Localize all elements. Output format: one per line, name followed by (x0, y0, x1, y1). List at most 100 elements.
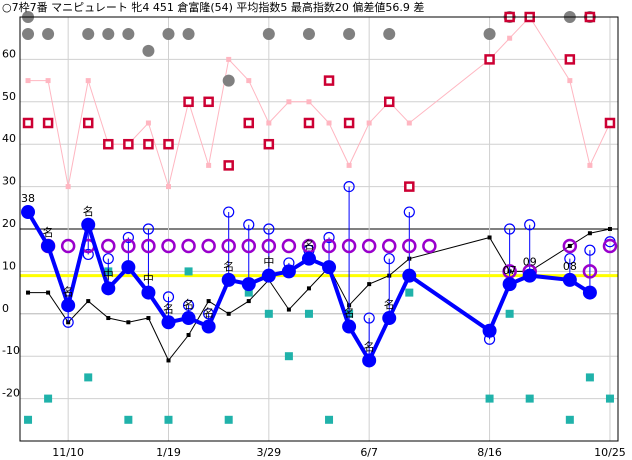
open-blue-point (142, 223, 155, 235)
pink-point (326, 120, 332, 126)
main-point-label: 名 (63, 284, 74, 298)
teal-point (184, 267, 193, 276)
gray-point (142, 44, 155, 57)
black-point (46, 290, 51, 295)
open-blue-point (383, 253, 395, 265)
open-blue-point (584, 244, 596, 256)
main-point (322, 260, 337, 275)
pink-point (165, 184, 171, 190)
pink-point (45, 78, 51, 84)
pink-point (507, 35, 513, 41)
main-point (81, 217, 96, 232)
gray-point (343, 27, 356, 40)
crimson-point (163, 138, 174, 150)
x-tick-label: 3/29 (256, 446, 281, 459)
y-tick-label: 0 (2, 302, 9, 315)
crimson-point (564, 54, 576, 65)
main-point (502, 277, 517, 292)
main-point (261, 268, 276, 283)
purple-point (101, 238, 116, 254)
main-point (482, 323, 497, 338)
crimson-point (103, 138, 114, 150)
main-point-label: 名 (43, 225, 54, 239)
teal-point (44, 394, 53, 403)
purple-point (341, 238, 357, 254)
pink-point (25, 78, 31, 84)
open-blue-point (323, 231, 335, 244)
pink-point (567, 78, 573, 84)
black-point (367, 282, 372, 287)
gray-point (122, 27, 135, 40)
crimson-point (383, 96, 395, 108)
main-point-label: 38 (21, 192, 35, 205)
black-point (587, 231, 592, 236)
teal-point (124, 415, 133, 424)
teal-point (304, 309, 313, 318)
pink-point (85, 78, 91, 84)
pink-point (306, 99, 312, 105)
main-point-label: 中 (103, 268, 114, 281)
pink-point (246, 78, 252, 84)
purple-point (321, 238, 337, 254)
gray-point (162, 27, 175, 40)
main-point (382, 311, 397, 326)
axes: -20 -10 0 10 20 30 40 50 60 11/10 1/19 3/29 6/7 8/16 1… (2, 16, 626, 459)
gray-point (222, 74, 235, 87)
open-blue-point (182, 299, 195, 311)
teal-point (244, 288, 253, 297)
main-point-label: 中 (143, 273, 154, 286)
main-point (221, 272, 236, 287)
main-point (522, 268, 537, 283)
open-blue-point (223, 206, 235, 218)
purple-point (141, 238, 156, 254)
y-tick-label: 50 (2, 90, 16, 103)
main-point-label: 名 (223, 259, 234, 273)
main-point-label: 名 (384, 297, 395, 311)
main-point-label: 中 (263, 256, 274, 269)
main-point (582, 285, 597, 300)
open-blue-point (102, 253, 114, 265)
main-point-label: 07 (503, 264, 517, 277)
open-blue-point (243, 219, 255, 231)
x-tick-label: 6/7 (360, 446, 378, 459)
teal-point (325, 415, 334, 424)
black-point (286, 307, 291, 312)
main-point (562, 272, 577, 287)
crimson-point (243, 117, 255, 129)
main-point (61, 298, 76, 313)
open-blue-point (82, 248, 94, 261)
purple-point (361, 238, 377, 254)
teal-point (24, 415, 33, 424)
main-point (402, 268, 417, 283)
black-point (146, 316, 151, 321)
purple-point (181, 238, 196, 254)
gray-point (22, 27, 35, 40)
crimson-point (484, 54, 495, 65)
purple-point (201, 238, 216, 254)
main-point-label: 08 (563, 260, 577, 273)
black-point (246, 299, 251, 304)
purple-point (221, 238, 236, 254)
main-point-label: 09 (523, 256, 537, 269)
open-blue-point (524, 219, 536, 231)
pink-point (286, 99, 292, 105)
purple-point (281, 238, 297, 254)
teal-point (164, 415, 173, 424)
black-point (166, 358, 171, 363)
teal-point (525, 394, 534, 403)
crimson-point (143, 138, 154, 150)
pink-point (366, 120, 372, 126)
gray-point (82, 27, 95, 40)
open-blue-point (504, 223, 516, 235)
gray-point (102, 27, 115, 40)
teal-point (485, 394, 494, 403)
main-point (342, 319, 357, 334)
teal-point (264, 309, 273, 318)
teal-point (84, 373, 93, 382)
open-blue-point (343, 181, 355, 193)
teal-point (224, 415, 233, 424)
open-blue-point (62, 316, 74, 328)
purple-point (422, 238, 437, 254)
